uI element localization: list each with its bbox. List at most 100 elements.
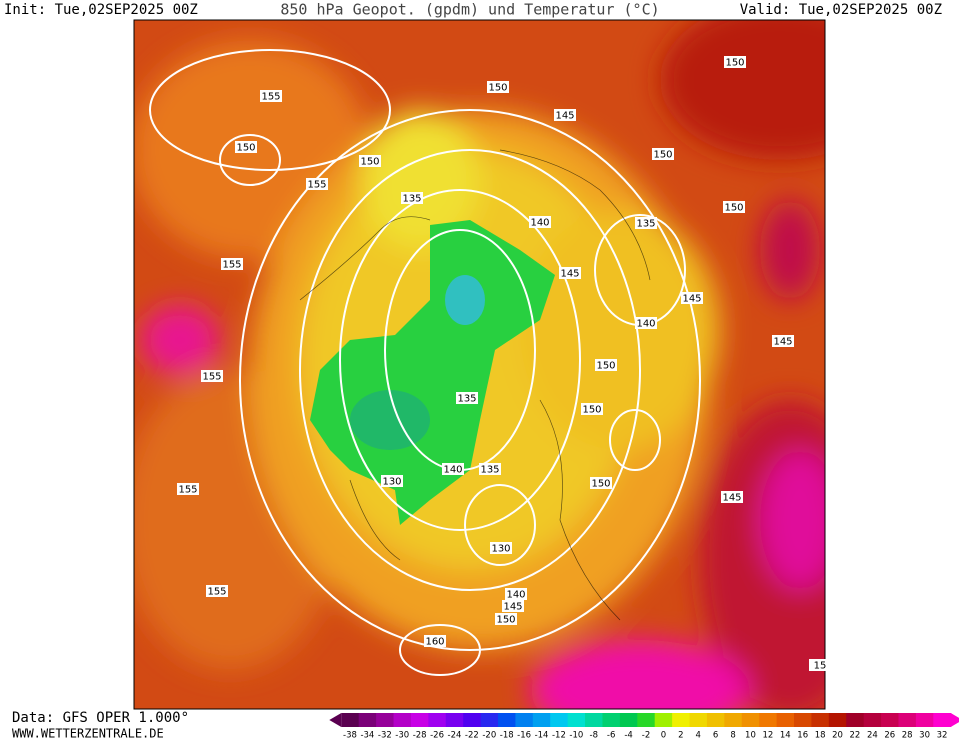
contour-label: 145 [682, 294, 701, 305]
contour-label-box [554, 109, 576, 121]
data-source: Data: GFS OPER 1.000° [12, 710, 189, 726]
contour-label-box [490, 542, 512, 554]
cold-core [350, 390, 430, 450]
colorbar-swatch [741, 713, 760, 727]
colorbar-swatch [602, 713, 621, 727]
contour-label-box [652, 148, 674, 160]
valid-time: Valid: Tue,02SEP2025 00Z [740, 2, 942, 18]
colorbar-tick-label: -14 [535, 731, 549, 741]
contour-label: 155 [261, 92, 280, 103]
colorbar-swatch [341, 713, 360, 727]
contour-label: 130 [491, 544, 510, 555]
colorbar-swatch [585, 713, 603, 727]
colorbar-swatch [672, 713, 691, 727]
colorbar-tick-label: 12 [762, 731, 773, 741]
contour-label-box [479, 463, 501, 475]
colorbar-swatch [428, 713, 447, 727]
colorbar-tick-label: -28 [413, 731, 427, 741]
colorbar-tick-label: -4 [624, 731, 632, 741]
contour-label-box [635, 217, 657, 229]
colorbar-tick-label: -32 [378, 731, 392, 741]
colorbar-swatch [794, 713, 812, 727]
colorbar-swatch [706, 713, 725, 727]
colorbar-swatch [550, 713, 569, 727]
colorbar-swatch [846, 713, 865, 727]
colorbar-tick-label: -30 [395, 731, 409, 741]
colorbar: -38 -34 -32 -30 -28 -26 -24 -22 -20 -18 -16 -14 -12-… [329, 713, 959, 741]
colorbar-swatch [410, 713, 429, 727]
colorbar-tick-label: 16 [797, 731, 808, 741]
website: WWW.WETTERZENTRALE.DE [12, 727, 164, 741]
contour-label-box [590, 477, 612, 489]
map-frame [133, 19, 826, 710]
contour-label: 145 [773, 337, 792, 348]
colorbar-tick-label: 2 [678, 731, 683, 741]
colorbar-tick-label: -2 [642, 731, 650, 741]
contour-label-box [495, 613, 517, 625]
contour-label: 150 [591, 479, 610, 490]
contour-label-box [595, 359, 617, 371]
colorbar-swatch [358, 713, 377, 727]
contour-label-box [724, 56, 746, 68]
colorbar-tick-label: -8 [590, 731, 598, 741]
contour-label-box [456, 392, 478, 404]
contour-label-box [809, 659, 831, 671]
contour-label-box [306, 178, 328, 190]
colorbar-swatch [637, 713, 656, 727]
colorbar-swatch [376, 713, 395, 727]
colorbar-swatch [811, 713, 830, 727]
contour-label-box [681, 292, 703, 304]
contour-label: 145 [555, 111, 574, 122]
colorbar-tick-label: 18 [815, 731, 826, 741]
contour-label: 150 [496, 615, 515, 626]
contour-label: 155 [222, 260, 241, 271]
contour-label: 135 [457, 394, 476, 405]
colorbar-swatch [724, 713, 743, 727]
colorbar-swatch [567, 713, 586, 727]
colorbar-tick-label: 20 [832, 731, 843, 741]
contour-label-box [581, 403, 603, 415]
contour-label-box [401, 192, 423, 204]
colorbar-swatch [881, 713, 899, 727]
contour-label: 150 [488, 83, 507, 94]
geopotential-contours [149, 49, 701, 676]
contour-labels: 155 150 155 155 150 135 150 145 150 150 140 135 150 1… [177, 56, 831, 672]
colorbar-swatch [515, 713, 534, 727]
colorbar-swatch [498, 713, 516, 727]
colorbar-tick-label: 28 [902, 731, 913, 741]
contour-label: 135 [636, 219, 655, 230]
contour-label: 140 [506, 590, 525, 601]
contour-label-box [235, 141, 257, 153]
colorbar-swatch [915, 713, 934, 727]
contour-label: 135 [402, 194, 421, 205]
colorbar-swatch [933, 713, 952, 727]
contour-label: 145 [503, 602, 522, 613]
contour-label: 150 [360, 157, 379, 168]
colorbar-tick-label: -12 [552, 731, 566, 741]
coastlines [299, 149, 651, 621]
colorbar-tick-label: -10 [569, 731, 583, 741]
colorbar-tick-label: 22 [850, 731, 861, 741]
colorbar-swatch [463, 713, 482, 727]
colorbar-swatch [828, 713, 847, 727]
contour-label-box [772, 335, 794, 347]
colorbar-tick-label: 0 [661, 731, 666, 741]
colorbar-swatch [393, 713, 412, 727]
colorbar-swatch [776, 713, 795, 727]
contour-label-box [487, 81, 509, 93]
contour-label-box [721, 491, 743, 503]
contour-label: 140 [530, 218, 549, 229]
contour-label: 150 [724, 203, 743, 214]
contour-label-box [381, 475, 403, 487]
init-time: Init: Tue,02SEP2025 00Z [4, 2, 198, 18]
contour-label-box [221, 258, 243, 270]
colorbar-tick-label: -18 [500, 731, 514, 741]
colorbar-tick-label: -34 [360, 731, 374, 741]
contour-label-box [177, 483, 199, 495]
colorbar-tick-label: 32 [937, 731, 948, 741]
contour-label: 145 [560, 269, 579, 280]
contour-label-box [206, 585, 228, 597]
contour-label-box [359, 155, 381, 167]
colorbar-tick-label: -22 [465, 731, 479, 741]
